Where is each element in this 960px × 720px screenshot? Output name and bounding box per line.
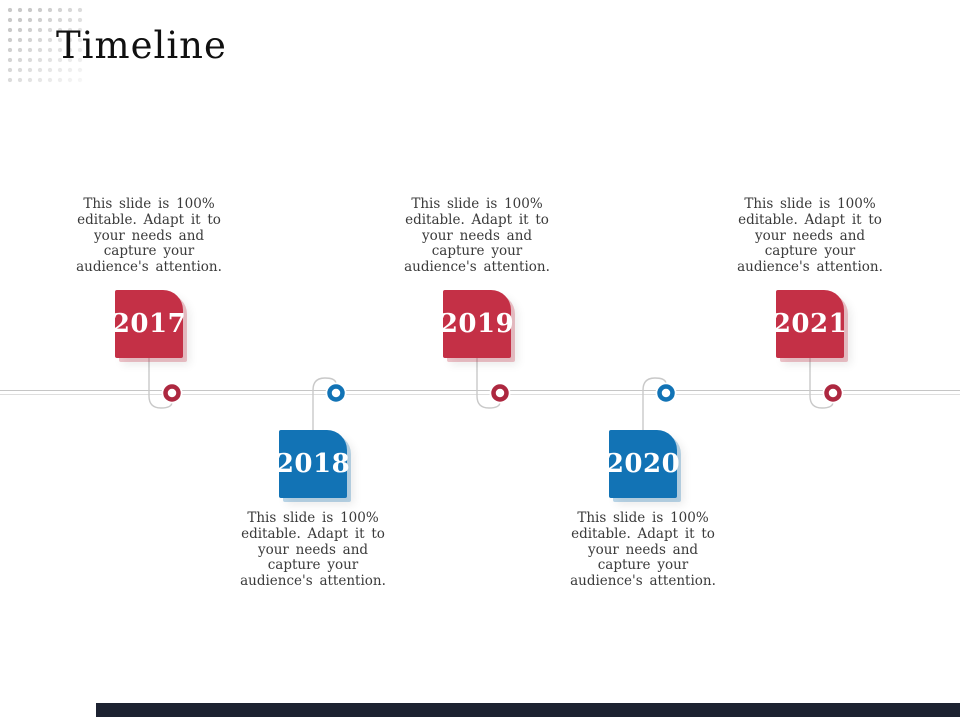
year-badge: 2017 — [111, 290, 187, 358]
year-badge: 2019 — [439, 290, 515, 358]
connector-2017 — [148, 357, 173, 409]
item-description: This slide is 100% editable. Adapt it to… — [240, 510, 386, 590]
year-label: 2018 — [275, 449, 351, 479]
connector-2020 — [642, 377, 667, 430]
year-badge: 2021 — [772, 290, 848, 358]
milestone-marker-2018 — [325, 382, 347, 404]
item-description: This slide is 100% editable. Adapt it to… — [404, 196, 550, 276]
item-description: This slide is 100% editable. Adapt it to… — [76, 196, 222, 276]
footer-bar — [96, 703, 960, 717]
year-badge: 2018 — [275, 430, 351, 498]
milestone-marker-2021 — [822, 382, 844, 404]
year-badge: 2020 — [605, 430, 681, 498]
corner-dots-decoration — [5, 5, 85, 85]
item-description: This slide is 100% editable. Adapt it to… — [737, 196, 883, 276]
milestone-marker-2017 — [161, 382, 183, 404]
connector-2019 — [476, 357, 501, 409]
year-label: 2017 — [111, 309, 187, 339]
slide-title: Timeline — [56, 24, 227, 67]
year-label: 2019 — [439, 309, 515, 339]
connector-2018 — [312, 377, 337, 430]
milestone-marker-2020 — [655, 382, 677, 404]
timeline-axis — [0, 390, 960, 395]
item-description: This slide is 100% editable. Adapt it to… — [570, 510, 716, 590]
milestone-marker-2019 — [489, 382, 511, 404]
year-label: 2020 — [605, 449, 681, 479]
connector-2021 — [809, 357, 834, 409]
year-label: 2021 — [772, 309, 848, 339]
